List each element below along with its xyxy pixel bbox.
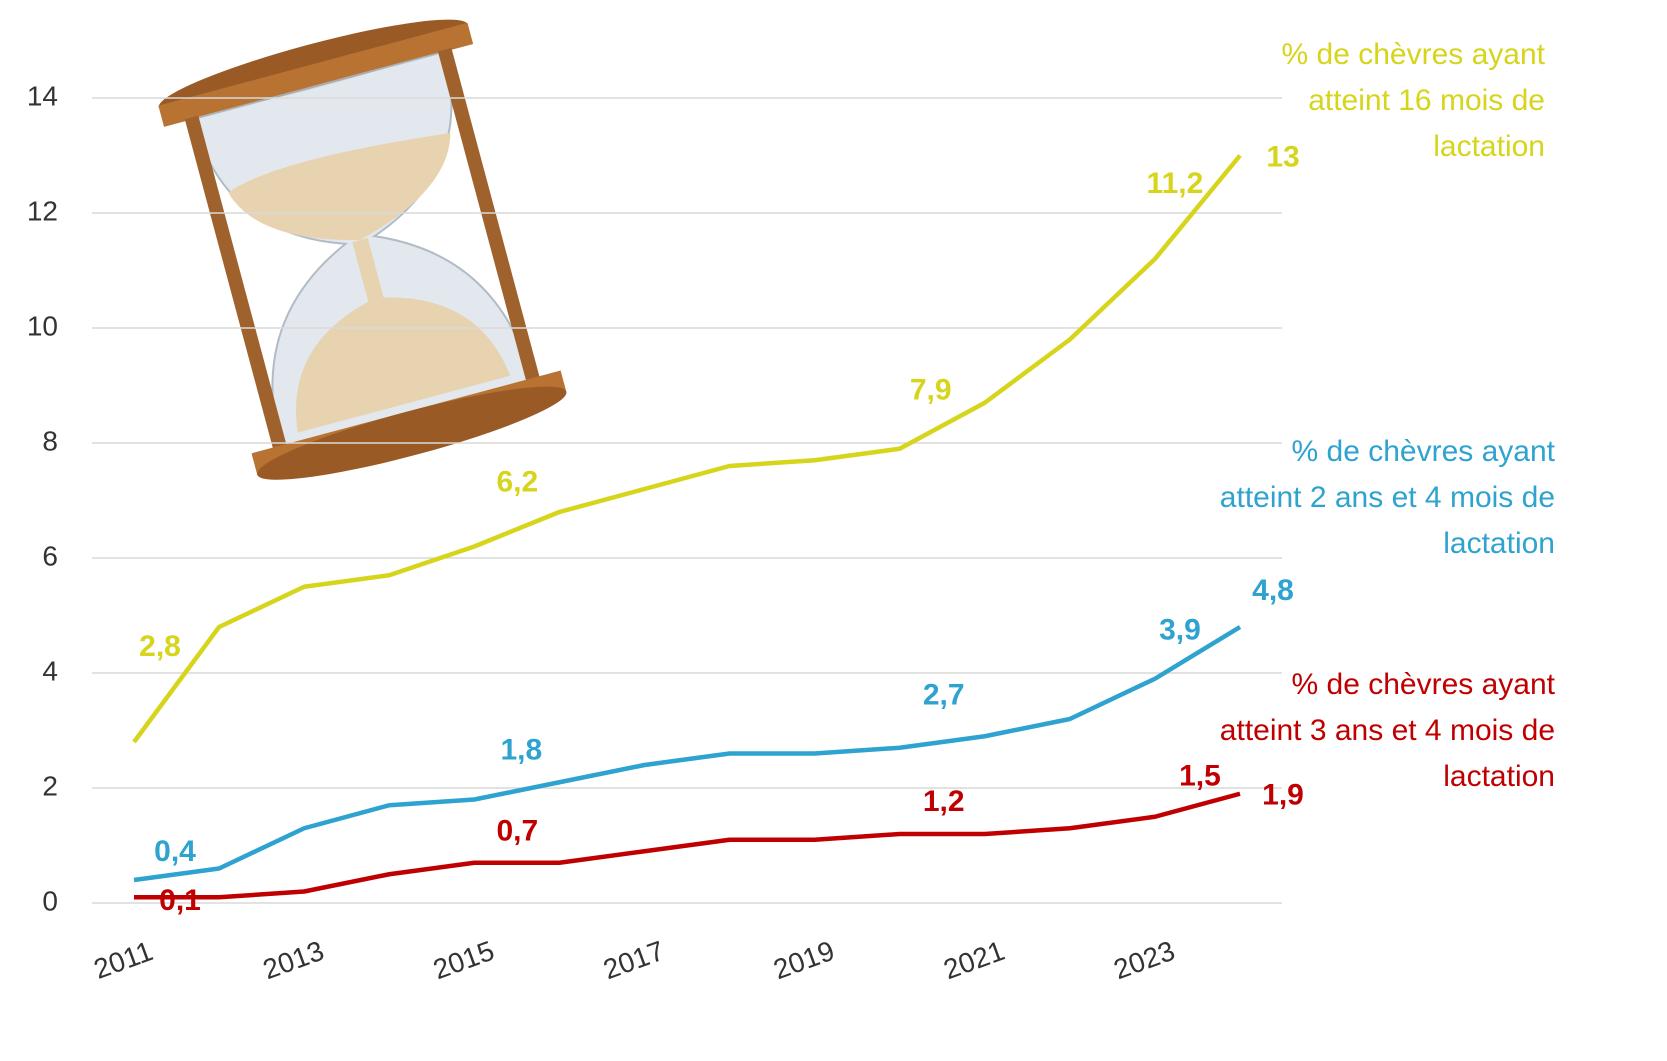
data-label: 1,5 <box>1179 760 1221 793</box>
data-label: 0,4 <box>154 835 196 868</box>
data-label: 2,7 <box>923 679 965 712</box>
x-tick-label: 2013 <box>259 935 328 985</box>
series-label: % de chèvres ayant atteint 2 ans et 4 mo… <box>1219 435 1555 560</box>
data-label: 0,7 <box>496 815 538 848</box>
data-label: 0,1 <box>159 884 201 917</box>
y-tick-label: 6 <box>42 540 58 571</box>
data-label: 1,2 <box>923 785 965 818</box>
x-tick-label: 2017 <box>599 935 668 985</box>
data-label: 3,9 <box>1159 614 1201 647</box>
x-tick-label: 2011 <box>90 935 157 985</box>
y-tick-label: 14 <box>27 80 58 111</box>
x-tick-label: 2021 <box>939 935 1008 985</box>
series-line <box>133 625 1242 883</box>
hourglass <box>158 19 567 480</box>
data-label: 4,8 <box>1252 574 1294 607</box>
y-tick-label: 12 <box>27 195 58 226</box>
x-tick-label: 2019 <box>769 935 838 985</box>
series-label: % de chèvres ayant atteint 16 mois de la… <box>1281 38 1545 163</box>
data-label: 7,9 <box>910 374 952 407</box>
y-tick-label: 0 <box>42 885 58 916</box>
series-line <box>134 791 1241 900</box>
series-line <box>132 154 1242 744</box>
data-label: 2,8 <box>139 630 181 663</box>
y-tick-label: 2 <box>42 770 58 801</box>
x-tick-label: 2015 <box>429 935 498 985</box>
y-tick-label: 8 <box>42 425 58 456</box>
data-label: 11,2 <box>1147 167 1204 200</box>
x-tick-label: 2023 <box>1110 935 1179 985</box>
data-label: 6,2 <box>496 465 538 498</box>
y-tick-label: 10 <box>27 310 58 341</box>
series-label: % de chèvres ayant atteint 3 ans et 4 mo… <box>1219 668 1555 793</box>
data-label: 13 <box>1266 140 1299 173</box>
data-label: 1,8 <box>500 733 542 766</box>
data-label: 1,9 <box>1262 779 1304 812</box>
y-tick-label: 4 <box>42 655 58 686</box>
